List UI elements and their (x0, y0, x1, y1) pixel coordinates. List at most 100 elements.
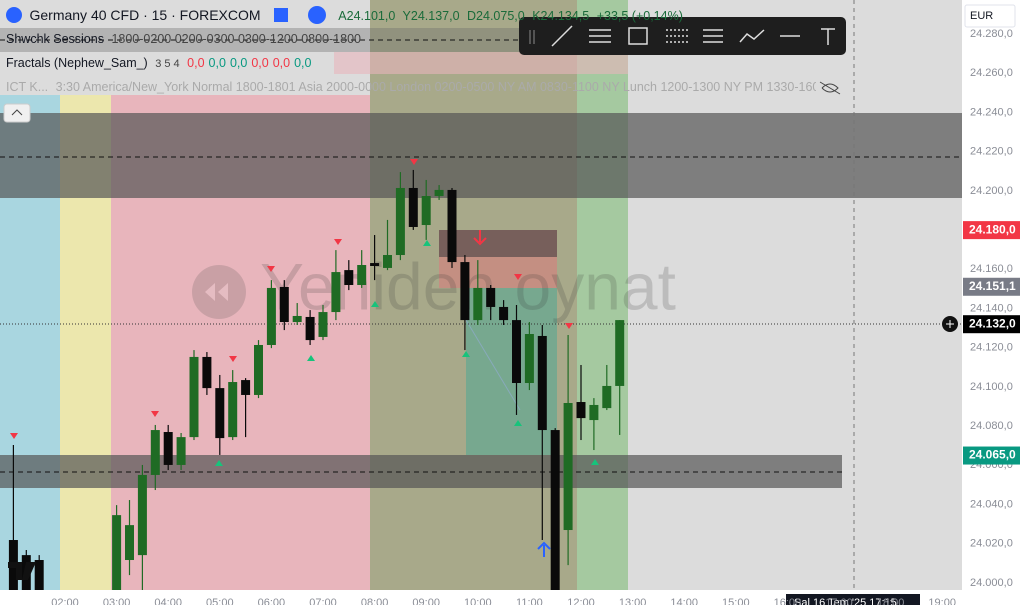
collapse-button[interactable] (3, 103, 31, 123)
candle-body (357, 265, 367, 286)
buy-arrow (537, 541, 551, 557)
x-tick-label: 18:00 (877, 597, 905, 605)
x-tick-label: 09:00 (412, 597, 440, 605)
x-tick-label: 10:00 (464, 597, 492, 605)
indicator-row[interactable]: Fractals (Nephew_Sam_) 3 5 4 0,0 0,0 0,0 0,… (6, 56, 316, 70)
x-tick-label: 11:00 (516, 597, 543, 605)
candle-body (473, 287, 483, 321)
x-tick-label: 16:00 (774, 597, 802, 605)
y-tick-label: 24.240,0 (970, 106, 1013, 118)
drag-handle[interactable] (529, 30, 535, 44)
y-tick-label: 24.020,0 (970, 538, 1013, 550)
indicator-name: Fractals (Nephew_Sam_) (6, 56, 148, 70)
candle-body (331, 272, 341, 313)
symbol-icon (6, 7, 22, 23)
symbol[interactable]: Germany 40 CFD · 15 · FOREXCOM (29, 7, 261, 23)
ohlc-change: +33,5 (+0,14%) (596, 9, 683, 23)
candle-body (318, 312, 328, 337)
x-tick-label: 08:00 (361, 597, 389, 605)
candle-body (550, 430, 560, 590)
candle-body (576, 402, 586, 419)
order-block (439, 257, 557, 288)
indicator-name: ICT K... (6, 80, 49, 94)
y-tick-label: 24.120,0 (970, 342, 1013, 354)
indicator-value: 0,0 (294, 56, 312, 70)
crosshair-plus-icon (946, 320, 954, 328)
candle-body (383, 255, 392, 268)
collapse-icon (11, 109, 23, 116)
x-tick-label: 14:00 (670, 597, 698, 605)
x-tick-label: 13:00 (619, 597, 647, 605)
candle-body (602, 385, 612, 409)
tool-fib[interactable] (589, 29, 611, 43)
indicator-row[interactable]: Shwchk Sessions 1800-0200 0200-0300 0300… (6, 32, 365, 46)
candle-body (408, 187, 418, 227)
ohlc-low: D24.075,0 (467, 9, 525, 23)
candle-body (215, 388, 225, 439)
candle-body (563, 403, 573, 531)
candle-body (395, 187, 405, 256)
indicator-params: 1800-0200 0200-0300 0300-1200 0800-1800 (111, 32, 361, 46)
candle-body (292, 315, 302, 323)
candle-body (266, 287, 276, 345)
candle-body (137, 474, 147, 556)
trend-line (465, 319, 521, 411)
hide-icon[interactable] (819, 81, 841, 95)
indicator-value: 0,0 (272, 56, 291, 70)
watermark: Yeniden oynat (192, 249, 676, 323)
y-tick-label: 24.100,0 (970, 381, 1013, 393)
y-tick-label: 24.200,0 (970, 185, 1013, 197)
price-label: 24.180,0 (969, 222, 1016, 236)
candle-body (150, 430, 160, 475)
indicator-params: 3 5 4 (155, 58, 180, 70)
price-label-box (963, 446, 1020, 465)
x-tick-label: 05:00 (206, 597, 234, 605)
tool-text[interactable] (821, 28, 835, 45)
currency[interactable]: EUR (970, 10, 993, 22)
candle-body (34, 560, 44, 590)
x-tick-label: 07:00 (309, 597, 337, 605)
candle-body (499, 306, 509, 321)
price-label-box (963, 221, 1020, 240)
replay-icon[interactable] (307, 6, 326, 24)
x-tick-label: 19:00 (928, 597, 956, 605)
tool-rect[interactable] (628, 27, 648, 45)
price-label: 24.065,0 (969, 448, 1016, 462)
ohlc-high: Y24.137,0 (402, 9, 460, 23)
session-zone (577, 0, 628, 590)
price-label: 24.151,1 (969, 279, 1016, 293)
order-block (439, 230, 557, 257)
indicator-row[interactable]: ICT K... 3:30 America/New_York Normal 18… (6, 80, 816, 94)
candle-body (434, 189, 444, 197)
x-tick-label: 15:00 (722, 597, 750, 605)
indicator-params: 3:30 America/New_York Normal 1800-1801 A… (55, 80, 816, 94)
y-tick-label: 24.160,0 (970, 263, 1013, 275)
indicator-name: Shwchk Sessions (6, 32, 104, 46)
candle-body (460, 262, 470, 321)
x-tick-label: 06:00 (258, 597, 286, 605)
candle-body (189, 356, 199, 438)
sell-arrow (473, 230, 487, 246)
candle-body (279, 286, 289, 323)
tool-path[interactable] (739, 29, 765, 43)
price-label: 24.132,0 (969, 316, 1016, 330)
flag-icon[interactable] (274, 8, 289, 22)
ohlc-close: K24.134,5 (532, 9, 590, 23)
candles (8, 169, 625, 590)
tool-line[interactable] (551, 25, 573, 47)
tool-levels[interactable] (703, 29, 723, 43)
candle-body (112, 515, 122, 590)
y-tick-label: 24.080,0 (970, 420, 1013, 432)
y-tick-label: 24.220,0 (970, 146, 1013, 158)
zone-band (0, 113, 962, 198)
tv-logo (8, 562, 36, 580)
crosshair-time-box (786, 594, 920, 605)
candle-body (524, 334, 534, 384)
indicator-value: 0,0 (187, 56, 205, 70)
x-tick-label: 02:00 (51, 597, 79, 605)
y-tick-label: 24.000,0 (970, 577, 1013, 589)
y-tick-label: 24.280,0 (970, 28, 1013, 40)
toolbar[interactable] (519, 17, 846, 55)
currency-box[interactable] (964, 4, 1016, 28)
